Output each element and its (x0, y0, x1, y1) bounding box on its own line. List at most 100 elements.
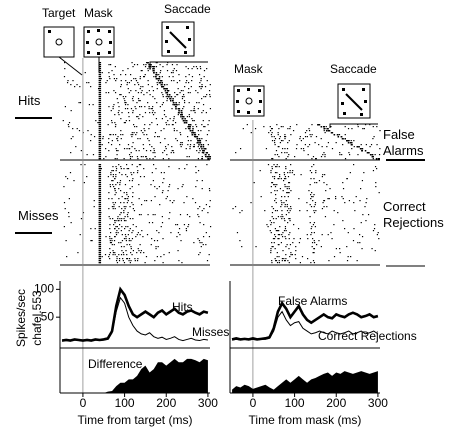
raster-spike (173, 116, 175, 118)
raster-spike (109, 218, 111, 220)
raster-spike (120, 80, 122, 82)
raster-spike (166, 100, 168, 102)
raster-spike (161, 104, 163, 106)
raster-spike (68, 198, 70, 200)
raster-spike (276, 154, 279, 156)
raster-spike (176, 64, 178, 66)
raster-spike (123, 202, 125, 204)
raster-spike (179, 92, 181, 94)
raster-spike (115, 260, 118, 262)
saccade-spike (199, 140, 202, 142)
raster-spike (184, 102, 186, 104)
raster-spike (195, 172, 197, 174)
saccade-spike (337, 134, 339, 136)
raster-spike (140, 252, 142, 254)
raster-spike (156, 256, 158, 258)
raster-spike (153, 66, 156, 68)
raster-spike (323, 200, 326, 202)
raster-spike (137, 138, 139, 140)
raster-spike (115, 148, 117, 150)
raster-spike (140, 214, 142, 216)
mask-marker (98, 70, 102, 72)
raster-spike (72, 136, 74, 138)
raster-spike (125, 74, 127, 76)
raster-spike (201, 138, 203, 140)
raster-spike (320, 156, 323, 158)
raster-spike (274, 190, 276, 192)
raster-spike (112, 108, 114, 110)
raster-spike (291, 254, 293, 256)
raster-spike (168, 166, 170, 168)
raster-spike (197, 158, 199, 160)
raster-spike (313, 210, 315, 212)
raster-spike (277, 178, 279, 180)
raster-spike (236, 232, 239, 234)
raster-spike (153, 164, 155, 166)
raster-spike (136, 172, 139, 174)
raster-spike (151, 122, 153, 124)
raster-spike (288, 182, 291, 184)
raster-spike (118, 198, 120, 200)
series-label: Hits (172, 300, 193, 314)
raster-spike (322, 202, 324, 204)
raster-spike (363, 172, 365, 174)
raster-spike (173, 130, 175, 132)
saccade-spike (347, 140, 350, 142)
raster-spike (309, 204, 311, 206)
raster-spike (139, 114, 141, 116)
raster-spike (146, 134, 148, 136)
raster-spike (128, 116, 130, 118)
raster-spike (201, 98, 203, 100)
raster-spike (274, 194, 277, 196)
raster-spike (176, 130, 178, 132)
raster-spike (187, 68, 189, 70)
raster-spike (281, 258, 284, 260)
raster-spike (126, 148, 128, 150)
raster-spike (378, 154, 381, 156)
raster-spike (190, 86, 192, 88)
raster-spike (286, 148, 289, 150)
raster-spike (278, 128, 280, 130)
raster-spike (239, 240, 241, 242)
raster-spike (153, 150, 155, 152)
raster-spike (122, 260, 124, 262)
saccade-spike (366, 152, 369, 154)
raster-spike (186, 196, 188, 198)
raster-spike (299, 262, 301, 264)
event-label: Saccade (164, 2, 211, 16)
saccade-spike (182, 118, 184, 120)
raster-spike (288, 208, 290, 210)
raster-spike (376, 126, 378, 128)
raster-spike (114, 228, 116, 230)
raster-spike (125, 120, 127, 122)
raster-spike (272, 218, 275, 220)
raster-spike (308, 128, 310, 130)
raster-spike (117, 218, 119, 220)
raster-spike (127, 108, 129, 110)
raster-spike (203, 76, 205, 78)
raster-spike (278, 138, 281, 140)
raster-spike (182, 94, 185, 96)
raster-spike (270, 252, 272, 254)
raster-spike (312, 156, 315, 158)
raster-spike (150, 108, 152, 110)
raster-spike (290, 190, 292, 192)
raster-spike (112, 254, 114, 256)
raster-spike (128, 120, 131, 122)
raster-spike (161, 192, 164, 194)
raster-spike (185, 228, 187, 230)
mask-marker (98, 72, 102, 74)
raster-spike (330, 126, 332, 128)
raster-spike (127, 144, 130, 146)
raster-spike (152, 114, 155, 116)
raster-spike (122, 96, 124, 98)
raster-spike (314, 202, 317, 204)
saccade-spike (198, 142, 200, 144)
event-label: Target (42, 6, 76, 20)
raster-spike (195, 124, 197, 126)
raster-spike (285, 178, 287, 180)
raster-spike (285, 214, 287, 216)
raster-spike (124, 208, 126, 210)
raster-spike (195, 90, 197, 92)
x-tick-label: 0 (250, 396, 257, 410)
